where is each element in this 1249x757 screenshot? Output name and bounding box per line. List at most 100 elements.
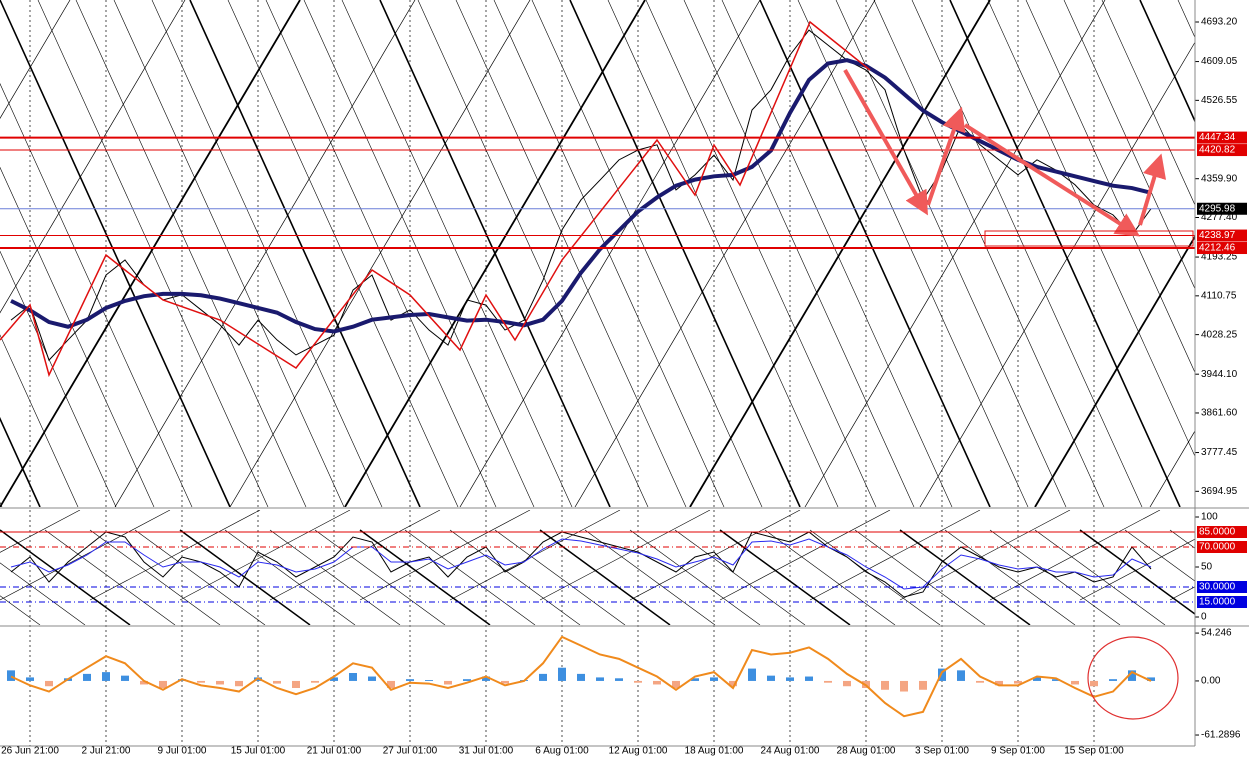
level-label: 4447.34 bbox=[1199, 132, 1236, 143]
fan-line bbox=[0, 0, 231, 507]
histogram-bar bbox=[330, 677, 338, 681]
fan-line bbox=[899, 529, 1031, 625]
fan-line bbox=[719, 529, 851, 625]
histogram-bar bbox=[425, 680, 433, 681]
histogram-bar bbox=[957, 670, 965, 681]
fan-line bbox=[344, 0, 646, 507]
fan-line bbox=[269, 510, 441, 601]
fan-line bbox=[683, 0, 915, 507]
zigzag bbox=[0, 20, 871, 378]
histogram-bar bbox=[995, 680, 1003, 686]
y-tick-label: 100 bbox=[1201, 512, 1218, 523]
histogram-bar bbox=[216, 680, 224, 685]
histogram-bar bbox=[881, 680, 889, 690]
y-tick-label: -61.2896 bbox=[1201, 730, 1241, 741]
histogram-bar bbox=[292, 680, 300, 688]
y-tick-label: 3694.95 bbox=[1201, 486, 1238, 497]
histogram-bar bbox=[1128, 670, 1136, 681]
histogram-bar bbox=[748, 668, 756, 681]
fan-line bbox=[1034, 529, 1166, 625]
signal-line bbox=[10, 635, 1152, 718]
level-label: 30.0000 bbox=[1199, 582, 1236, 593]
y-tick-label: 4277.40 bbox=[1201, 212, 1238, 223]
fan-line bbox=[911, 0, 1143, 507]
fan-line bbox=[1025, 0, 1195, 374]
x-tick-label: 24 Aug 01:00 bbox=[761, 746, 820, 757]
histogram-bar bbox=[729, 680, 737, 687]
fan-line bbox=[1124, 529, 1195, 582]
fan-line bbox=[574, 0, 876, 507]
level-label-bg bbox=[1197, 526, 1247, 538]
y-tick-label: 4526.55 bbox=[1201, 95, 1238, 106]
y-tick-label: 4609.05 bbox=[1201, 56, 1238, 67]
fan-line bbox=[1034, 234, 1195, 507]
fan-line bbox=[269, 529, 401, 625]
fan-line bbox=[797, 0, 1029, 507]
y-tick-label: 4359.90 bbox=[1201, 173, 1238, 184]
fan-line bbox=[224, 529, 356, 625]
histogram-bar bbox=[349, 673, 357, 681]
histogram-bar bbox=[1014, 680, 1022, 684]
histogram-bar bbox=[1052, 679, 1060, 681]
y-tick-label: 4028.25 bbox=[1201, 329, 1238, 340]
fan-line bbox=[919, 41, 1195, 507]
histogram-bar bbox=[501, 680, 509, 684]
fan-line bbox=[0, 166, 155, 507]
fan-line bbox=[607, 0, 839, 507]
histogram-bar bbox=[140, 680, 148, 685]
histogram-bar bbox=[197, 680, 205, 683]
fan-line bbox=[0, 510, 81, 553]
fan-line bbox=[531, 0, 763, 507]
fan-line bbox=[1169, 529, 1195, 549]
fan-line bbox=[179, 510, 351, 601]
fan-line bbox=[449, 529, 581, 625]
fan-line bbox=[1079, 529, 1195, 615]
histogram-bar bbox=[273, 680, 281, 684]
zone-box bbox=[984, 230, 1194, 247]
x-tick-label: 9 Sep 01:00 bbox=[991, 746, 1045, 757]
highlight-circle bbox=[1087, 636, 1179, 720]
fan-line bbox=[189, 0, 421, 507]
fan-line bbox=[0, 529, 131, 625]
level-label: 4420.82 bbox=[1199, 145, 1236, 156]
histogram-bar bbox=[102, 672, 110, 681]
fan-line bbox=[645, 0, 877, 507]
histogram-bar bbox=[1033, 677, 1041, 681]
histogram-bar bbox=[26, 677, 34, 681]
fan-line bbox=[227, 0, 459, 507]
fan-line bbox=[689, 0, 991, 507]
arrow bbox=[963, 123, 1141, 237]
y-tick-label: 3944.10 bbox=[1201, 369, 1238, 380]
fan-line bbox=[989, 529, 1121, 625]
fan-line bbox=[804, 0, 1106, 507]
trend-lines bbox=[0, 0, 1195, 625]
x-tick-label: 31 Jul 01:00 bbox=[459, 746, 514, 757]
histogram-bar bbox=[767, 675, 775, 681]
fan-line bbox=[0, 595, 41, 625]
histogram-bar bbox=[368, 676, 376, 681]
histogram-bar bbox=[1090, 680, 1098, 687]
fan-line bbox=[417, 0, 649, 507]
fan-line bbox=[835, 0, 1067, 507]
x-tick-label: 28 Aug 01:00 bbox=[837, 746, 896, 757]
level-label-bg bbox=[1197, 242, 1247, 255]
histogram-bar bbox=[672, 680, 680, 688]
fan-line bbox=[1101, 0, 1195, 206]
histogram-bar bbox=[900, 680, 908, 692]
fan-line bbox=[37, 0, 269, 507]
x-tick-label: 15 Sep 01:00 bbox=[1064, 746, 1124, 757]
level-label-bg bbox=[1197, 144, 1247, 157]
fan-line bbox=[113, 0, 345, 507]
level-label-bg bbox=[1197, 229, 1247, 242]
fan-line bbox=[0, 250, 117, 507]
histogram-bar bbox=[121, 675, 129, 681]
fan-line bbox=[89, 510, 261, 601]
histogram-bar bbox=[653, 680, 661, 685]
fan-line bbox=[721, 0, 953, 507]
y-tick-label: 4110.75 bbox=[1201, 290, 1237, 301]
series-line bbox=[10, 538, 1152, 590]
histogram-bar bbox=[805, 676, 813, 681]
fan-line bbox=[229, 0, 531, 507]
